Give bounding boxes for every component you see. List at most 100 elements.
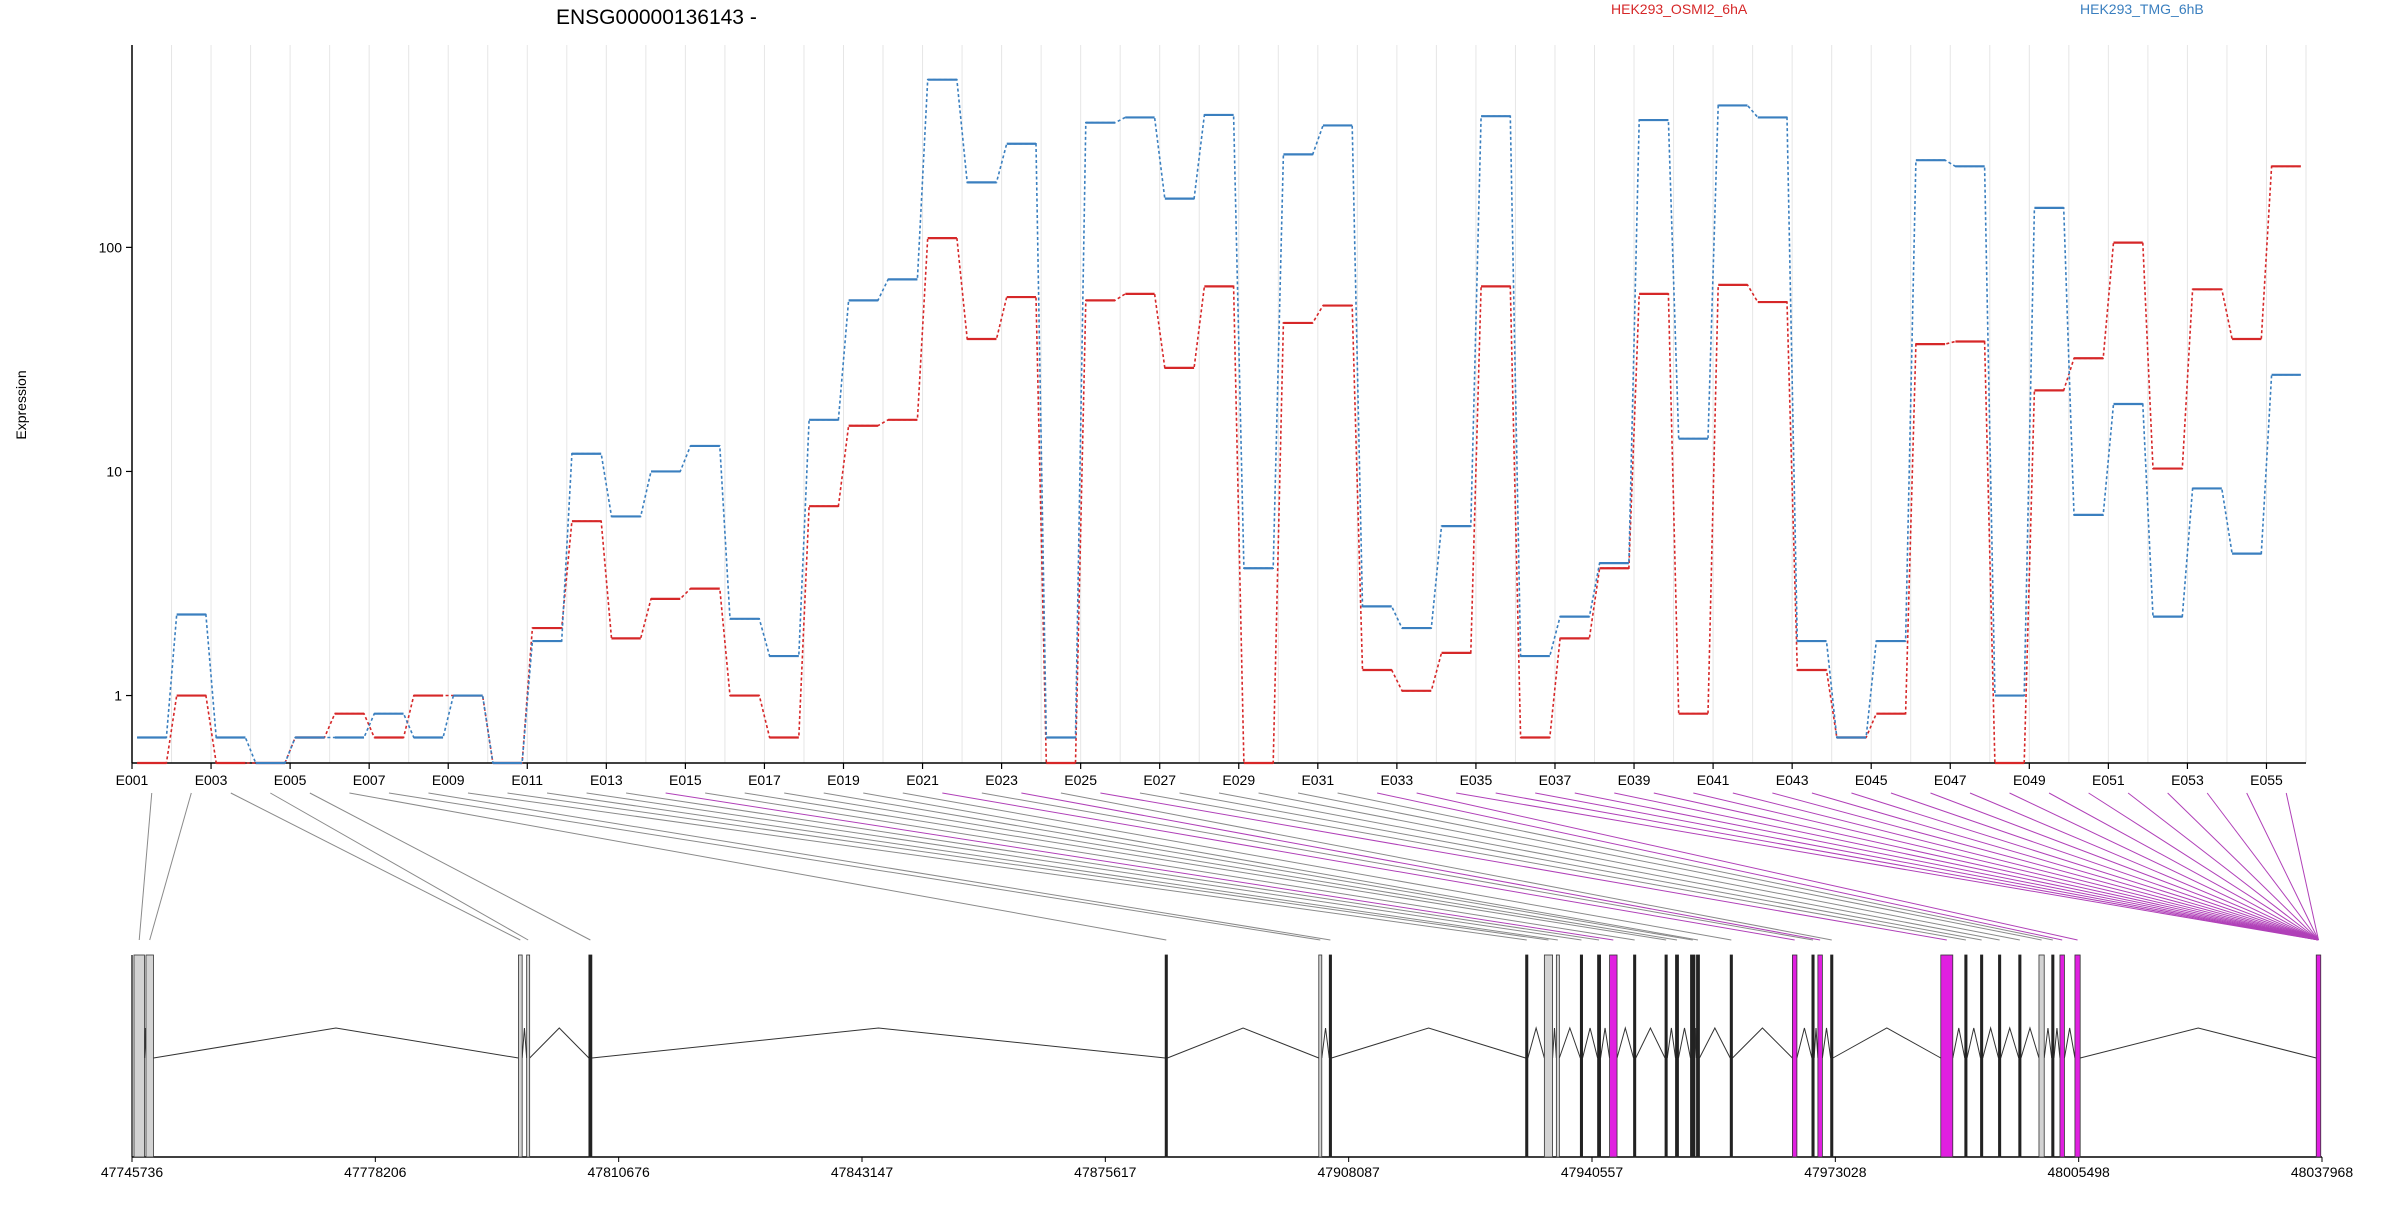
legend-label-osmi2: HEK293_OSMI2_6hA bbox=[1611, 1, 1748, 17]
x-tick-label: E001 bbox=[116, 772, 149, 788]
exon-mapping-line bbox=[1218, 792, 2000, 941]
intron-line bbox=[1600, 1027, 1611, 1059]
intron-line bbox=[2080, 1027, 2317, 1059]
x-tick-label: E015 bbox=[669, 772, 702, 788]
exon-mapping-line bbox=[2167, 792, 2319, 941]
x-tick-label: E003 bbox=[195, 772, 228, 788]
intron-line bbox=[1952, 1027, 1966, 1059]
x-tick-label: E009 bbox=[432, 772, 465, 788]
intron-line bbox=[1635, 1026, 1666, 1059]
x-tick-label: E045 bbox=[1855, 772, 1888, 788]
exon-box bbox=[1817, 954, 1823, 1158]
exon-mapping-line bbox=[705, 792, 1635, 941]
exon-mapping-line bbox=[138, 792, 153, 941]
x-tick-label: E031 bbox=[1301, 772, 1334, 788]
exon-mapping-line bbox=[1100, 792, 1947, 941]
intron-line bbox=[1966, 1027, 1981, 1059]
coordinate-label: 47875617 bbox=[1074, 1164, 1137, 1180]
exon-mapping-line bbox=[2088, 792, 2319, 941]
exon-box bbox=[1664, 954, 1668, 1158]
exon-box bbox=[588, 954, 593, 1158]
exon-mapping-line bbox=[744, 792, 1667, 941]
intron-line bbox=[529, 1027, 590, 1059]
exon-box bbox=[1543, 954, 1554, 1158]
exon-box bbox=[2018, 954, 2022, 1158]
exon-box bbox=[2315, 954, 2322, 1158]
coordinate-label: 47940557 bbox=[1561, 1164, 1624, 1180]
exon-mapping-line bbox=[1297, 792, 2042, 941]
intron-line bbox=[1331, 1027, 1526, 1059]
exon-mapping-line bbox=[784, 792, 1678, 941]
exon-mapping-line bbox=[1535, 792, 2319, 941]
x-tick-label: E013 bbox=[590, 772, 623, 788]
y-axis-label: Expression bbox=[13, 370, 29, 439]
intron-line bbox=[1732, 1027, 1793, 1059]
exon-mapping-line bbox=[1337, 792, 2053, 941]
exon-mapping-line bbox=[1377, 792, 2063, 941]
exon-mapping-line bbox=[1851, 792, 2319, 941]
exon-mapping-line bbox=[586, 792, 1582, 941]
exon-mapping-line bbox=[1614, 792, 2319, 941]
intron-line bbox=[153, 1027, 519, 1059]
intron-line bbox=[2063, 1027, 2076, 1059]
x-tick-label: E029 bbox=[1222, 772, 1255, 788]
intron-line bbox=[1796, 1027, 1813, 1059]
exon-mapping-line bbox=[467, 792, 1527, 941]
exon-mapping-line bbox=[1021, 792, 1821, 941]
intron-line bbox=[1558, 1026, 1581, 1059]
coordinate-label: 48037968 bbox=[2291, 1164, 2354, 1180]
exon-box bbox=[1696, 954, 1700, 1158]
exon-box bbox=[1980, 954, 1984, 1158]
exon-mapping-line bbox=[626, 792, 1600, 941]
intron-line bbox=[2053, 1027, 2061, 1059]
coordinate-label: 47810676 bbox=[588, 1164, 651, 1180]
exon-mapping-line bbox=[1060, 792, 1832, 941]
x-tick-label: E043 bbox=[1776, 772, 1809, 788]
exon-box bbox=[518, 954, 523, 1158]
coordinate-label: 47778206 bbox=[344, 1164, 407, 1180]
intron-line bbox=[1821, 1027, 1832, 1059]
intron-line bbox=[1582, 1027, 1599, 1059]
y-tick-label: 100 bbox=[99, 239, 123, 255]
intron-line bbox=[1678, 1027, 1691, 1059]
exon-box bbox=[1964, 954, 1968, 1158]
coordinate-label: 47908087 bbox=[1318, 1164, 1381, 1180]
intron-line bbox=[1813, 1027, 1819, 1059]
exon-mapping-line bbox=[1653, 792, 2319, 941]
exon-mapping-line bbox=[1139, 792, 1966, 941]
x-tick-label: E017 bbox=[748, 772, 781, 788]
exon-mapping-line bbox=[1574, 792, 2319, 941]
x-tick-label: E027 bbox=[1143, 772, 1176, 788]
intron-line bbox=[1982, 1026, 1999, 1059]
x-tick-label: E055 bbox=[2250, 772, 2283, 788]
x-tick-label: E025 bbox=[1064, 772, 1097, 788]
exon-box bbox=[1555, 954, 1560, 1158]
x-tick-label: E053 bbox=[2171, 772, 2204, 788]
exon-box bbox=[1164, 954, 1168, 1158]
coordinate-label: 47843147 bbox=[831, 1164, 894, 1180]
x-tick-label: E011 bbox=[511, 772, 543, 788]
intron-line bbox=[1616, 1026, 1635, 1059]
exon-mapping-line bbox=[309, 792, 591, 941]
exon-box bbox=[526, 954, 531, 1158]
exon-mapping-line bbox=[230, 792, 521, 941]
series-line-osmi2 bbox=[137, 165, 2301, 764]
exon-mapping-line bbox=[1772, 792, 2319, 941]
exon-mapping-line bbox=[2009, 792, 2319, 941]
exon-box bbox=[1811, 954, 1815, 1158]
x-tick-label: E033 bbox=[1381, 772, 1414, 788]
exon-mapping-line bbox=[428, 792, 1331, 941]
exon-mapping-line bbox=[1416, 792, 2078, 941]
exon-mapping-line bbox=[2246, 792, 2319, 941]
exon-mapping-line bbox=[1693, 792, 2319, 941]
x-tick-label: E023 bbox=[985, 772, 1018, 788]
exon-mapping-line bbox=[665, 792, 1614, 941]
exon-box bbox=[1318, 954, 1323, 1158]
exon-mapping-line bbox=[270, 792, 529, 941]
x-tick-label: E041 bbox=[1697, 772, 1730, 788]
exon-mapping-line bbox=[942, 792, 1795, 941]
intron-line bbox=[521, 1027, 528, 1059]
exon-mapping-line bbox=[1495, 792, 2319, 941]
exon-box bbox=[2074, 954, 2081, 1158]
